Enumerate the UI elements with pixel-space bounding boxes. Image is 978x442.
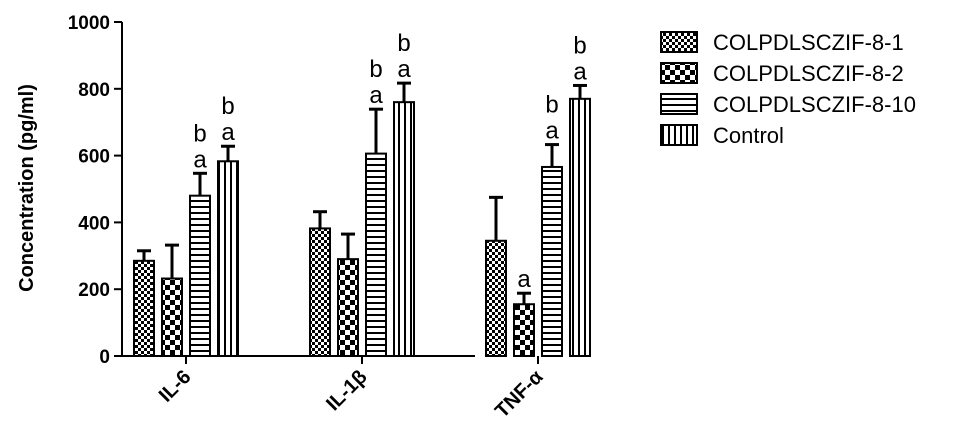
significance-letter: a xyxy=(369,82,383,109)
significance-letter: b xyxy=(573,32,586,59)
x-axis: IL-6 IL-1β TNF-α xyxy=(122,355,548,422)
y-axis-label: Concentration (pg/ml) xyxy=(16,84,38,292)
y-tick-label: 800 xyxy=(78,80,110,101)
legend-swatch xyxy=(660,93,698,115)
legend-label: COLPDLSCZIF-8-2 xyxy=(713,61,904,86)
x-tick-label: IL-1β xyxy=(322,366,371,415)
y-tick-label: 400 xyxy=(78,213,110,234)
significance-letter: b xyxy=(193,120,206,147)
bar xyxy=(569,97,591,357)
legend-swatch xyxy=(660,124,698,146)
y-tick-label: 1000 xyxy=(68,13,110,34)
bar xyxy=(133,259,155,357)
legend-label: COLPDLSCZIF-8-1 xyxy=(713,30,904,55)
legend: COLPDLSCZIF-8-1 COLPDLSCZIF-8-2 COLPDLSCZI… xyxy=(660,30,916,148)
bar xyxy=(365,152,387,357)
significance-letter: a xyxy=(545,118,559,145)
x-tick-label: IL-6 xyxy=(155,366,196,407)
significance-letter: a xyxy=(573,58,587,85)
y-tick-label: 0 xyxy=(99,347,110,368)
significance-letter: b xyxy=(545,92,558,119)
bar xyxy=(541,165,563,357)
significance-letter: b xyxy=(369,56,382,83)
legend-label: Control xyxy=(713,123,784,148)
significance-letter: a xyxy=(193,146,207,173)
bar xyxy=(189,194,211,357)
x-tick-label: TNF-α xyxy=(491,365,548,422)
bar xyxy=(393,101,415,357)
bar xyxy=(485,239,507,358)
y-tick-label: 200 xyxy=(78,280,110,301)
significance-letter: a xyxy=(397,56,411,83)
significance-letter: b xyxy=(397,30,410,57)
legend-label: COLPDLSCZIF-8-10 xyxy=(713,92,916,117)
bar xyxy=(337,258,359,358)
bar xyxy=(309,227,331,357)
bar xyxy=(217,160,239,357)
significance-letter: a xyxy=(517,266,531,293)
significance-letter: b xyxy=(221,93,234,120)
significance-letter: a xyxy=(221,119,235,146)
bar xyxy=(161,277,183,357)
bar xyxy=(513,303,535,358)
legend-swatch xyxy=(660,62,698,84)
y-axis: 0 200 400 600 800 1000 xyxy=(68,13,123,368)
legend-swatch xyxy=(660,31,698,53)
y-tick-label: 600 xyxy=(78,147,110,168)
